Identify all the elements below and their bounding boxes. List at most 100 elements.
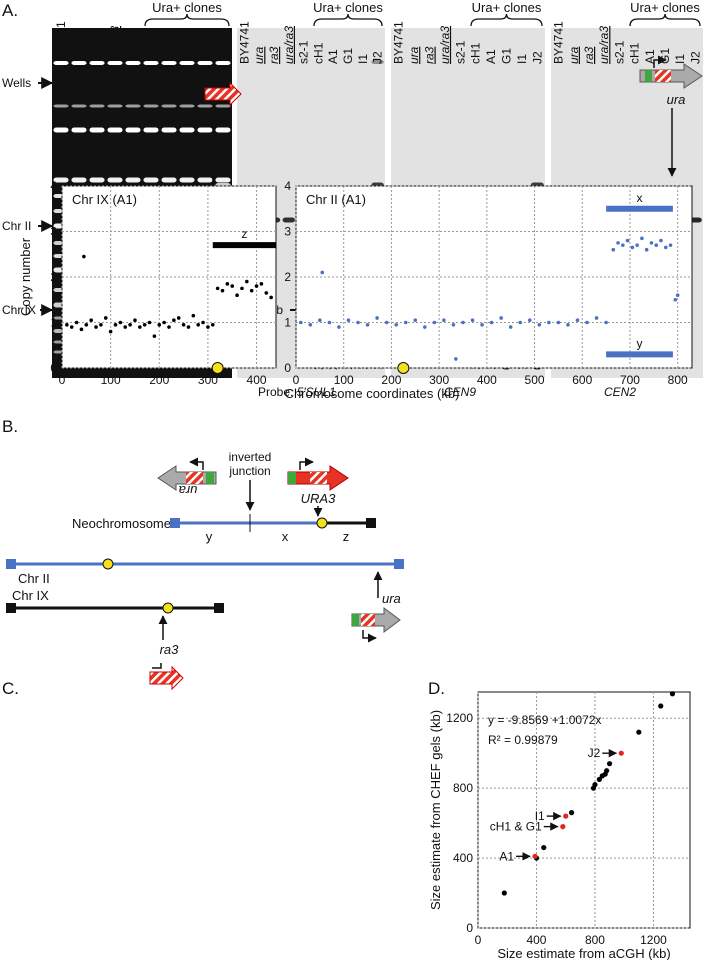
- point: [128, 322, 132, 327]
- point: [566, 322, 570, 327]
- point: [673, 297, 678, 302]
- point: [621, 243, 625, 247]
- point: [142, 322, 147, 327]
- lane-label: J2: [530, 51, 544, 64]
- x-tick-label: 400: [477, 373, 497, 387]
- band: [89, 104, 105, 108]
- band: [143, 104, 159, 108]
- y-tick-label: 400: [453, 851, 473, 865]
- lane-label: ura/ra3: [282, 26, 296, 64]
- point: [403, 320, 408, 325]
- lane-label: J2: [371, 51, 385, 64]
- point: [604, 768, 610, 774]
- band: [125, 127, 141, 133]
- lane-label: s2-1: [126, 40, 140, 64]
- point: [235, 293, 239, 298]
- point: [201, 320, 205, 325]
- clones-label: Ura+ clones: [630, 0, 700, 15]
- point: [394, 322, 398, 327]
- band: [89, 61, 105, 65]
- point: [644, 247, 649, 252]
- label: Chr IX: [12, 588, 49, 603]
- point: [640, 236, 644, 241]
- y-axis-label: Copy number: [18, 237, 33, 316]
- brace: [629, 13, 701, 27]
- telomere: [214, 603, 224, 613]
- point: [541, 844, 547, 851]
- lane-label: cH1: [628, 42, 642, 64]
- x-axis-label: Chromosome coordinates (kb): [285, 386, 460, 401]
- point: [245, 279, 249, 284]
- lane-label: ura/ra3: [597, 26, 611, 64]
- band: [53, 177, 69, 183]
- y-tick-label: 2: [50, 270, 57, 284]
- lane-label: ra3: [582, 46, 596, 64]
- point: [167, 325, 171, 329]
- label: Chr II: [18, 571, 50, 586]
- band: [143, 177, 159, 183]
- lane-label: s2-1: [453, 40, 467, 64]
- segment-label: z: [241, 227, 247, 241]
- point: [84, 322, 89, 327]
- point: [337, 325, 341, 329]
- lane-label: J2: [688, 51, 702, 64]
- y-tick-label: 3: [50, 225, 57, 239]
- y-tick-label: 4: [284, 179, 291, 193]
- annotation: ura: [667, 92, 686, 107]
- clones-label: Ura+ clones: [152, 0, 222, 15]
- lane-label: G1: [500, 48, 514, 64]
- point: [118, 320, 123, 325]
- lane-label: ura: [567, 46, 581, 64]
- panel-label: D.: [428, 679, 445, 698]
- point: [113, 322, 118, 327]
- point: [501, 890, 507, 896]
- panel-label: A.: [2, 1, 18, 20]
- point: [346, 318, 351, 323]
- band: [179, 61, 195, 65]
- y-tick-label: 0: [284, 361, 291, 375]
- point: [659, 238, 663, 243]
- band: [215, 61, 231, 65]
- ura-cassette: [351, 607, 401, 643]
- lane-label: ura: [72, 46, 86, 64]
- point: [556, 320, 561, 325]
- lane-label: s2-1: [297, 40, 311, 64]
- point: [499, 316, 503, 320]
- equation: y = -9.8569 +1.0072x: [488, 713, 601, 727]
- lane-label: BY4741: [552, 21, 566, 64]
- band: [107, 127, 123, 133]
- brace: [313, 13, 383, 27]
- band: [125, 104, 141, 108]
- telomere: [170, 518, 180, 528]
- point: [356, 320, 360, 325]
- point: [215, 286, 220, 291]
- point: [220, 288, 225, 293]
- point: [249, 288, 254, 293]
- point: [89, 318, 93, 323]
- band: [215, 104, 231, 108]
- x-tick-label: 300: [429, 373, 449, 387]
- probe-name: 5'SUL1: [297, 385, 336, 399]
- y-tick-label: 1: [284, 316, 291, 330]
- x-tick-label: 100: [334, 373, 354, 387]
- label: ra3: [160, 642, 180, 657]
- band: [107, 177, 123, 183]
- point: [308, 322, 313, 327]
- x-tick-label: 1200: [640, 933, 667, 947]
- lane-label: ra3: [90, 46, 104, 64]
- point: [74, 320, 79, 325]
- y-tick-label: 4: [50, 179, 57, 193]
- point: [508, 325, 513, 329]
- band: [161, 177, 177, 183]
- point: [480, 322, 484, 327]
- band: [161, 61, 177, 65]
- x-tick-label: 300: [198, 373, 218, 387]
- gel-label: Wells: [2, 76, 31, 90]
- centromere: [162, 602, 174, 614]
- point: [375, 316, 379, 320]
- point: [176, 316, 181, 320]
- band: [179, 127, 195, 133]
- x-tick-label: 200: [381, 373, 401, 387]
